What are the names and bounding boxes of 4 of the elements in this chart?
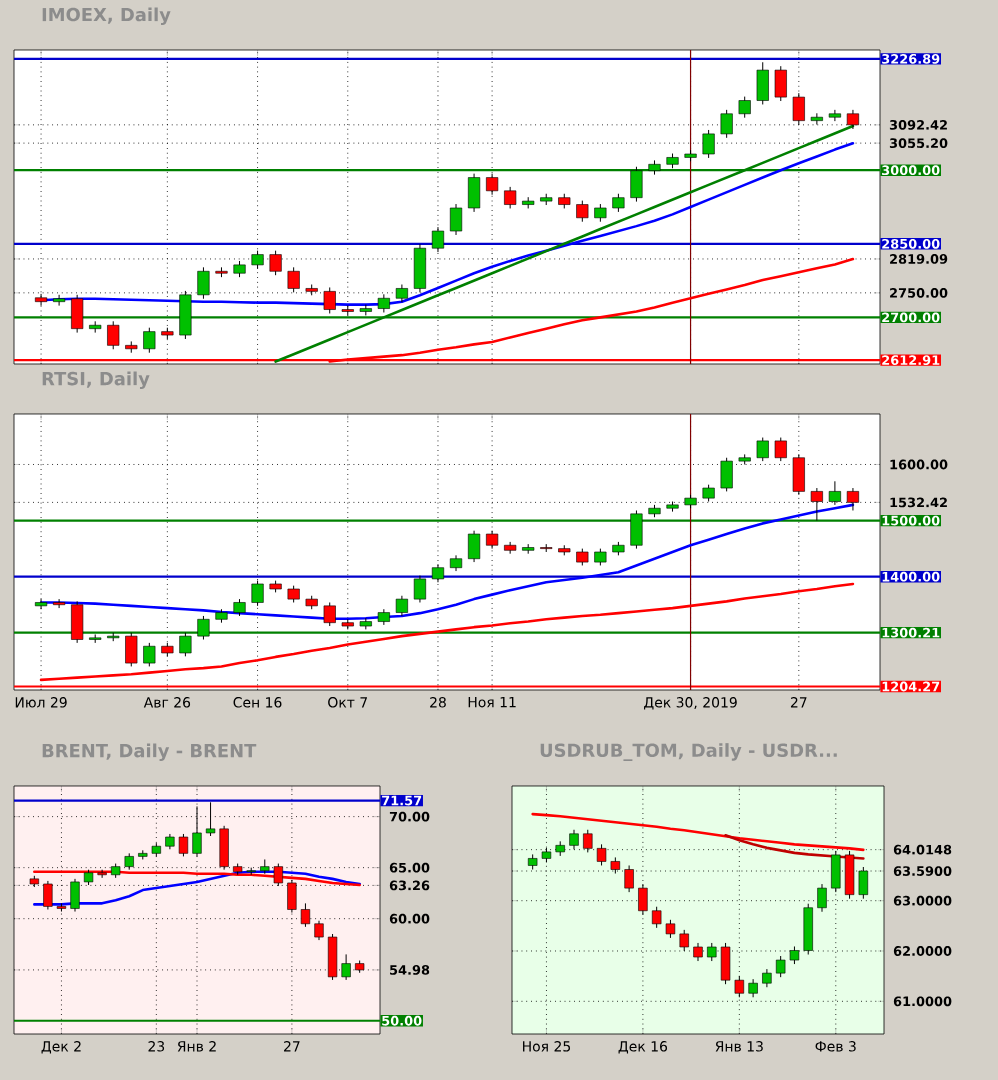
chart-title: IMOEX, Daily	[42, 7, 171, 25]
chart-title: BRENT, Daily - BRENT	[42, 743, 257, 761]
chart-title: RTSI, Daily	[42, 371, 150, 389]
chart-title: USDRUB_TOM, Daily - USDR...	[540, 743, 837, 761]
